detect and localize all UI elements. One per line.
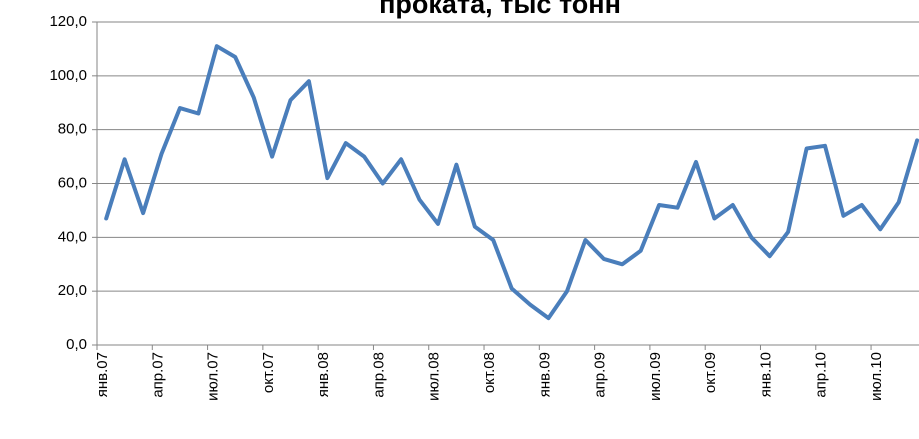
x-tick-label: июл.09 [647,352,664,401]
y-tick-label: 80,0 [58,121,87,138]
y-tick-label: 20,0 [58,282,87,299]
chart-title: проката, тыс тонн [379,0,621,19]
x-tick-label: янв.09 [536,352,553,397]
x-tick-label: апр.08 [370,352,387,398]
y-tick-label: 0,0 [66,336,87,353]
x-tick-label: окт.07 [260,352,277,393]
x-tick-label: июл.07 [205,352,222,401]
x-tick-label: июл.10 [868,352,885,401]
x-tick-label: янв.07 [94,352,111,397]
x-tick-label: апр.07 [149,352,166,398]
x-tick-label: янв.08 [315,352,332,397]
x-tick-label: апр.09 [592,352,609,398]
y-tick-label: 120,0 [49,13,87,30]
x-tick-label: июл.08 [426,352,443,401]
y-tick-label: 60,0 [58,174,87,191]
y-tick-label: 40,0 [58,228,87,245]
y-tick-label: 100,0 [49,67,87,84]
x-tick-label: апр.10 [813,352,830,398]
x-tick-label: окт.08 [481,352,498,393]
x-tick-label: окт.09 [702,352,719,393]
series-line [104,44,919,321]
x-tick-label: янв.10 [757,352,774,397]
